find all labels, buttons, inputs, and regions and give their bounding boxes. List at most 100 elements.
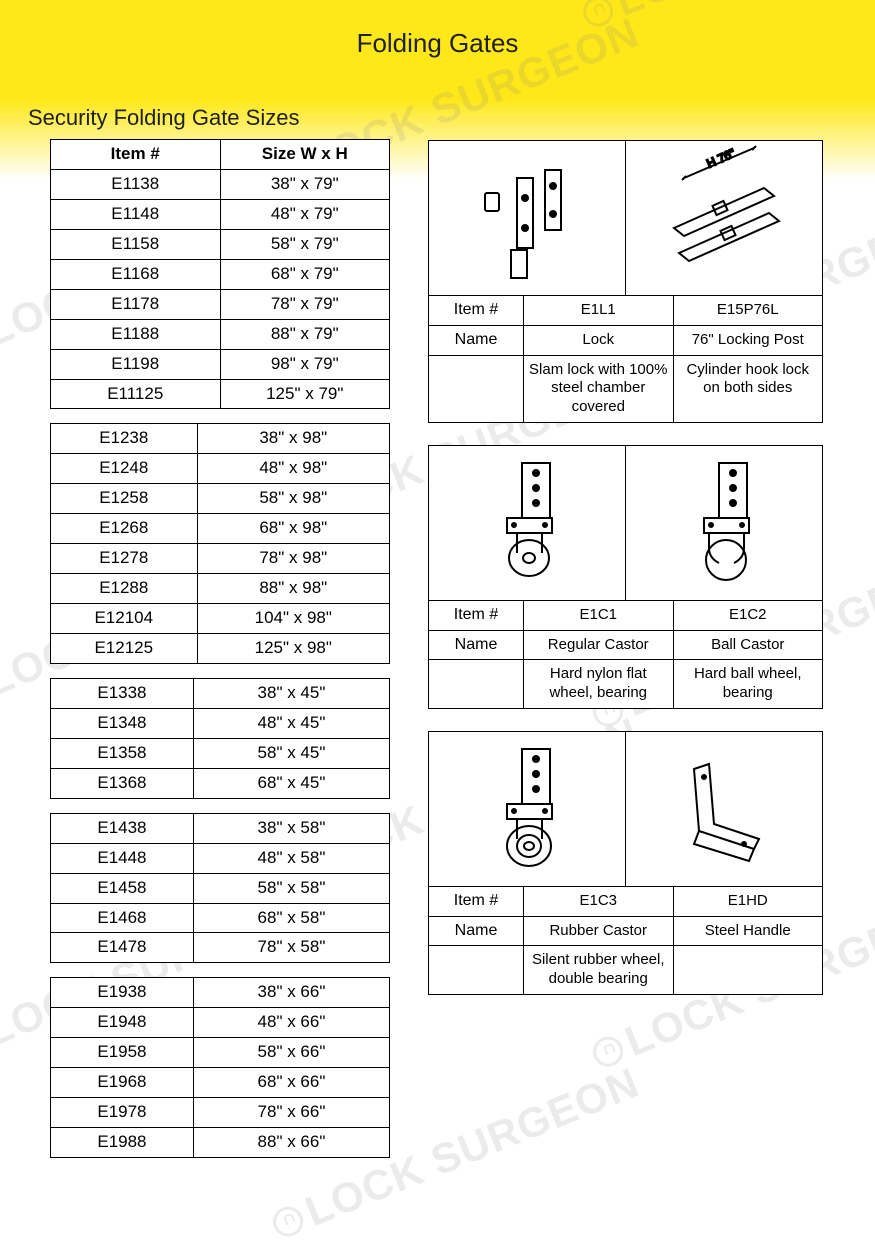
lock-illustration <box>467 158 587 278</box>
table-row: E147878" x 58" <box>51 933 390 963</box>
sizes-column: Security Folding Gate Sizes Item #Size W… <box>28 105 398 1172</box>
part-name-b: Ball Castor <box>674 631 823 661</box>
cell-item: E1248 <box>51 454 198 484</box>
cell-item: E1258 <box>51 484 198 514</box>
size-table: E143838" x 58"E144848" x 58"E145858" x 5… <box>50 813 390 964</box>
table-row: E123838" x 98" <box>51 424 390 454</box>
cell-size: 78" x 98" <box>197 544 389 574</box>
cell-item: E1188 <box>51 319 221 349</box>
cell-size: 68" x 45" <box>193 768 389 798</box>
cell-item: E12125 <box>51 634 198 664</box>
steel-handle-illustration <box>664 749 784 869</box>
part-name-a: Regular Castor <box>524 631 674 661</box>
cell-item: E1288 <box>51 574 198 604</box>
page-title: Folding Gates <box>0 28 875 59</box>
part-desc-a: Slam lock with 100% steel chamber covere… <box>524 356 674 422</box>
cell-item: E1948 <box>51 1008 194 1038</box>
cell-item: E1368 <box>51 768 194 798</box>
part-name-a: Rubber Castor <box>524 917 674 947</box>
cell-size: 48" x 79" <box>220 199 390 229</box>
cell-size: 68" x 79" <box>220 259 390 289</box>
cell-item: E1268 <box>51 514 198 544</box>
table-row: E128888" x 98" <box>51 574 390 604</box>
cell-size: 58" x 45" <box>193 738 389 768</box>
size-table: E123838" x 98"E124848" x 98"E125858" x 9… <box>50 423 390 664</box>
cell-size: 48" x 45" <box>193 708 389 738</box>
table-row: E143838" x 58" <box>51 813 390 843</box>
cell-item: E11125 <box>51 379 221 409</box>
regular-castor-illustration <box>472 458 582 588</box>
cell-item: E12104 <box>51 604 198 634</box>
part-desc-b: Hard ball wheel, bearing <box>674 660 823 708</box>
part-block: H 76" Item #E1L1E15P76LNameLock76" Locki… <box>428 140 823 423</box>
part-name-b: 76" Locking Post <box>674 326 823 356</box>
part-block: Item #E1C3E1HDNameRubber CastorSteel Han… <box>428 731 823 995</box>
rubber-castor-illustration <box>472 744 582 874</box>
part-label-name: Name <box>429 917 524 947</box>
part-image-cell <box>625 732 822 887</box>
table-row: E127878" x 98" <box>51 544 390 574</box>
cell-size: 68" x 58" <box>193 903 389 933</box>
cell-item: E1478 <box>51 933 194 963</box>
part-label-desc <box>429 356 524 422</box>
part-image-cell <box>429 732 625 887</box>
cell-size: 125" x 79" <box>220 379 390 409</box>
part-desc-b: Cylinder hook lock on both sides <box>674 356 823 422</box>
table-row: E134848" x 45" <box>51 708 390 738</box>
table-row: E196868" x 66" <box>51 1068 390 1098</box>
part-item-b: E15P76L <box>674 296 823 326</box>
size-table: E133838" x 45"E134848" x 45"E135858" x 4… <box>50 678 390 799</box>
cell-item: E1168 <box>51 259 221 289</box>
col-header-size: Size W x H <box>220 140 390 170</box>
table-row: E133838" x 45" <box>51 678 390 708</box>
cell-size: 38" x 98" <box>197 424 389 454</box>
table-row: E135858" x 45" <box>51 738 390 768</box>
cell-size: 88" x 79" <box>220 319 390 349</box>
cell-item: E1198 <box>51 349 221 379</box>
cell-item: E1238 <box>51 424 198 454</box>
cell-size: 38" x 79" <box>220 169 390 199</box>
table-row: E119898" x 79" <box>51 349 390 379</box>
cell-item: E1278 <box>51 544 198 574</box>
cell-item: E1358 <box>51 738 194 768</box>
part-image-cell: H 76" <box>625 141 822 296</box>
cell-item: E1978 <box>51 1098 194 1128</box>
part-name-a: Lock <box>524 326 674 356</box>
table-row: E125858" x 98" <box>51 484 390 514</box>
part-item-b: E1HD <box>674 887 823 917</box>
locking-post-illustration: H 76" <box>654 158 794 278</box>
svg-text:H 76": H 76" <box>705 146 738 171</box>
cell-item: E1958 <box>51 1038 194 1068</box>
table-row: E11125125" x 79" <box>51 379 390 409</box>
cell-item: E1158 <box>51 229 221 259</box>
cell-size: 78" x 79" <box>220 289 390 319</box>
table-row: E116868" x 79" <box>51 259 390 289</box>
ball-castor-illustration <box>669 458 779 588</box>
table-row: E195858" x 66" <box>51 1038 390 1068</box>
size-table: Item #Size W x HE113838" x 79"E114848" x… <box>50 139 390 409</box>
cell-size: 58" x 98" <box>197 484 389 514</box>
table-row: E146868" x 58" <box>51 903 390 933</box>
cell-size: 48" x 58" <box>193 843 389 873</box>
col-header-item: Item # <box>51 140 221 170</box>
part-desc-a: Silent rubber wheel, double bearing <box>524 946 674 994</box>
cell-item: E1988 <box>51 1128 194 1158</box>
part-label-name: Name <box>429 631 524 661</box>
cell-size: 58" x 66" <box>193 1038 389 1068</box>
cell-size: 38" x 45" <box>193 678 389 708</box>
table-row: E115858" x 79" <box>51 229 390 259</box>
part-name-b: Steel Handle <box>674 917 823 947</box>
table-row: E114848" x 79" <box>51 199 390 229</box>
cell-size: 68" x 98" <box>197 514 389 544</box>
table-row: E118888" x 79" <box>51 319 390 349</box>
cell-item: E1968 <box>51 1068 194 1098</box>
cell-size: 58" x 79" <box>220 229 390 259</box>
table-row: E193838" x 66" <box>51 978 390 1008</box>
table-row: E197878" x 66" <box>51 1098 390 1128</box>
cell-item: E1338 <box>51 678 194 708</box>
cell-size: 78" x 66" <box>193 1098 389 1128</box>
cell-size: 125" x 98" <box>197 634 389 664</box>
table-row: E136868" x 45" <box>51 768 390 798</box>
cell-item: E1138 <box>51 169 221 199</box>
part-block: Item #E1C1E1C2NameRegular CastorBall Cas… <box>428 445 823 709</box>
